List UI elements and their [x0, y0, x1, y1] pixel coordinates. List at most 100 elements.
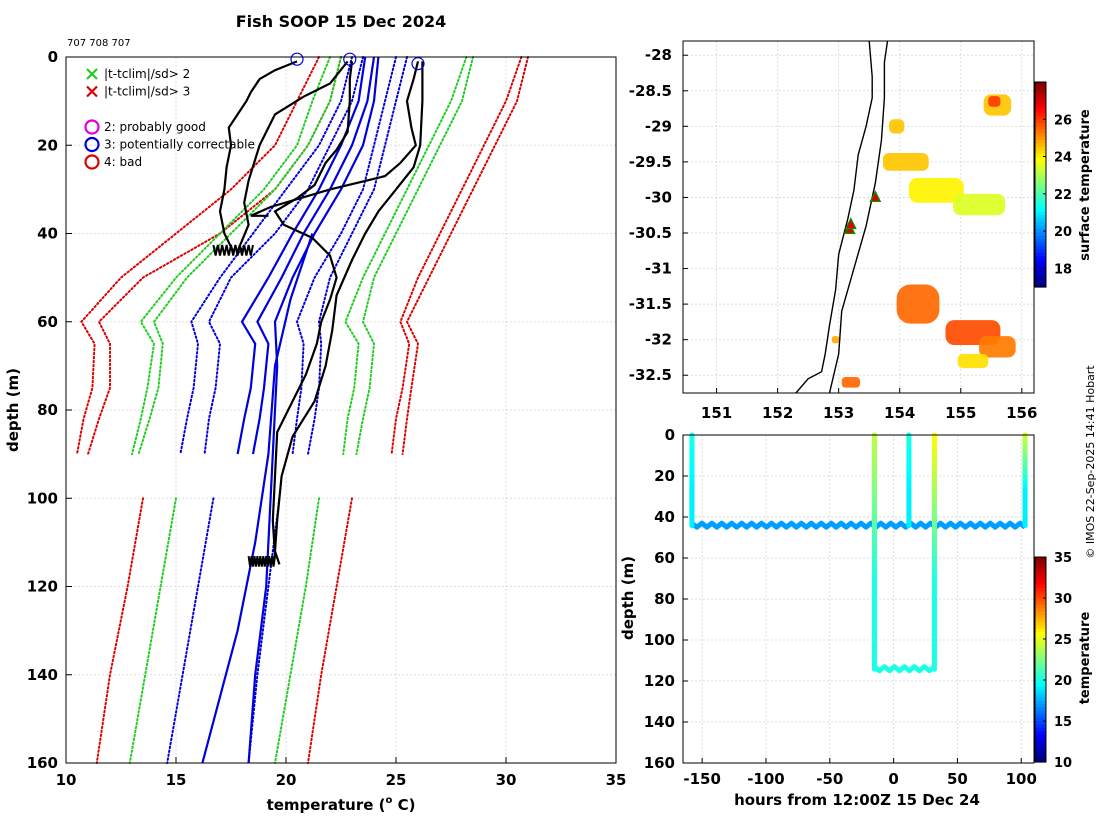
timeseries-colorbar-step: [1035, 632, 1046, 637]
map-colorbar-step: [1035, 215, 1046, 220]
profile-ytick-label: 100: [27, 489, 58, 507]
map-colorbar-tick-label: 24: [1054, 151, 1072, 166]
map-colorbar-step: [1035, 112, 1046, 117]
timeseries-colorbar-step: [1035, 598, 1046, 603]
timeseries-ylabel: depth (m): [619, 556, 637, 640]
timeseries-colorbar-step: [1035, 601, 1046, 606]
timeseries-xtick-label: 0: [888, 770, 898, 788]
map-colorbar-step: [1035, 242, 1046, 247]
profile-series-obs-black-2: [236, 60, 349, 252]
timeseries-colorbar-step: [1035, 751, 1046, 756]
timeseries-ytick-label: 60: [654, 549, 675, 567]
map-colorbar-step: [1035, 102, 1046, 107]
map-colorbar-step: [1035, 133, 1046, 138]
profile-ytick-label: 20: [37, 136, 58, 154]
timeseries-colorbar-tick-label: 35: [1054, 551, 1072, 566]
map-colorbar-step: [1035, 146, 1046, 151]
map-colorbar-step: [1035, 150, 1046, 155]
profile-series-clim-blue-mid-b: [307, 56, 408, 456]
timeseries-xtick-label: 50: [947, 770, 968, 788]
profile-ytick-label: 160: [27, 754, 58, 772]
map-colorbar-step: [1035, 109, 1046, 114]
map-colorbar-step: [1035, 181, 1046, 186]
profile-series-clim-deep-green-left: [128, 497, 177, 764]
timeseries-colorbar-step: [1035, 594, 1046, 599]
timeseries-colorbar-step: [1035, 608, 1046, 613]
map-colorbar-label: surface temperature: [1078, 109, 1093, 261]
timeseries-colorbar-step: [1035, 563, 1046, 568]
map-colorbar-step: [1035, 174, 1046, 179]
profile-series-mean-blue-deep: [201, 233, 314, 764]
map-colorbar-step: [1035, 129, 1046, 134]
credit: © IMOS 22-Sep-2025 14:41 Hobart: [1084, 365, 1097, 559]
map-sst-patch: [841, 377, 861, 388]
legend-label: 2: probably good: [104, 120, 206, 134]
timeseries-colorbar-step: [1035, 659, 1046, 664]
timeseries-colorbar-tick-label: 15: [1054, 715, 1072, 730]
profile-xlabel: temperature (o C): [267, 795, 416, 814]
timeseries-band-40m: [690, 520, 1027, 530]
map-colorbar-step: [1035, 92, 1046, 97]
timeseries-ytick-label: 120: [644, 672, 675, 690]
legend-label: |t-tclim|/sd> 2: [104, 67, 190, 81]
profile-xtick-label: 30: [496, 771, 517, 789]
map-colorbar-step: [1035, 126, 1046, 131]
timeseries-colorbar-step: [1035, 744, 1046, 749]
timeseries-colorbar-tick-label: 25: [1054, 633, 1072, 648]
timeseries-colorbar-step: [1035, 700, 1046, 705]
map-colorbar-tick-label: 18: [1054, 262, 1072, 277]
map-station-marker: [844, 217, 857, 230]
timeseries-panel: -150 -100 -50 0 50 100 0 20 40 60 80 100 120 140 160 1…: [619, 426, 1093, 809]
map-sst-patch: [979, 336, 1016, 358]
timeseries-colorbar-step: [1035, 741, 1046, 746]
timeseries-colorbar-step: [1035, 697, 1046, 702]
timeseries-colorbar-step: [1035, 649, 1046, 654]
map-colorbar-step: [1035, 280, 1046, 285]
timeseries-colorbar-step: [1035, 567, 1046, 572]
timeseries-ytick-label: 20: [654, 467, 675, 485]
profile-series-clim-deep-red-left: [95, 497, 144, 764]
timeseries-colorbar-step: [1035, 611, 1046, 616]
map-shelf-contour: [828, 41, 889, 393]
timeseries-colorbar-step: [1035, 639, 1046, 644]
timeseries-colorbar-step: [1035, 717, 1046, 722]
profile-spike-0: [212, 244, 254, 256]
legend-circle-marker: [84, 136, 100, 153]
map-colorbar-step: [1035, 218, 1046, 223]
timeseries-colorbar-step: [1035, 731, 1046, 736]
timeseries-colorbar-step: [1035, 591, 1046, 596]
timeseries-colorbar-step: [1035, 666, 1046, 671]
timeseries-ytick-label: 100: [644, 631, 675, 649]
legend-circle-marker: [84, 154, 100, 170]
map-panel: 151 152 153 154 155 156 -28 -28.5 -29 -29.5 -30 -30…: [629, 40, 1093, 422]
profile-ytick-label: 120: [27, 578, 58, 596]
timeseries-colorbar-tick-label: 30: [1054, 592, 1072, 607]
profile-series-clim-green-right-a: [355, 56, 474, 456]
timeseries-colorbar-step: [1035, 587, 1046, 592]
profile-series-clim-red-left-b: [76, 56, 320, 456]
profile-series-clim-blue-left-b: [179, 56, 353, 456]
map-ytick-label: -31.5: [629, 295, 672, 313]
map-colorbar-step: [1035, 208, 1046, 213]
map-colorbar-step: [1035, 167, 1046, 172]
timeseries-colorbar-step: [1035, 734, 1046, 739]
map-colorbar-step: [1035, 225, 1046, 230]
timeseries-colorbar-step: [1035, 669, 1046, 674]
timeseries-colorbar-step: [1035, 645, 1046, 650]
timeseries-xlabel: hours from 12:00Z 15 Dec 24: [734, 791, 980, 809]
profile-flag-circle: [411, 57, 425, 71]
timeseries-colorbar-step: [1035, 577, 1046, 582]
timeseries-colorbar-step: [1035, 574, 1046, 579]
map-colorbar-step: [1035, 157, 1046, 162]
map-colorbar-step: [1035, 143, 1046, 148]
map-xtick-label: 155: [945, 404, 976, 422]
map-colorbar-step: [1035, 259, 1046, 264]
map-colorbar-step: [1035, 160, 1046, 165]
profile-series-clim-deep-red-right: [307, 497, 353, 764]
map-colorbar-step: [1035, 194, 1046, 199]
map-sst-patch: [988, 96, 1001, 107]
map-colorbar-step: [1035, 184, 1046, 189]
legend-label: 4: bad: [104, 155, 142, 169]
map-colorbar-step: [1035, 177, 1046, 182]
map-xtick-label: 156: [1006, 404, 1037, 422]
